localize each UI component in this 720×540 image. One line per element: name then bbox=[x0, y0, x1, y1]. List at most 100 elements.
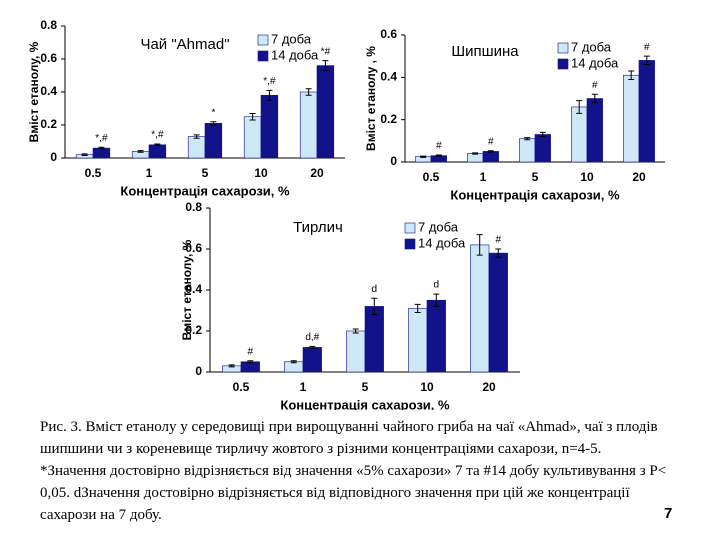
annotation: *,# bbox=[151, 130, 164, 141]
bar bbox=[187, 136, 206, 159]
annotation: # bbox=[496, 235, 502, 246]
x-tick-label: 20 bbox=[482, 380, 496, 394]
legend-label: 7 доба bbox=[271, 31, 312, 46]
error-bar bbox=[247, 360, 254, 364]
bar bbox=[470, 244, 490, 373]
bar bbox=[426, 299, 446, 373]
legend-swatch bbox=[404, 238, 416, 250]
annotation: *# bbox=[321, 46, 331, 57]
x-tick-label: 1 bbox=[146, 166, 153, 180]
bar bbox=[638, 60, 655, 163]
error-bar bbox=[414, 303, 421, 314]
error-bar bbox=[193, 134, 200, 139]
y-tick-label: 0.4 bbox=[380, 70, 397, 84]
bar bbox=[302, 347, 322, 373]
y-tick-label: 0.2 bbox=[185, 323, 202, 337]
y-tick-label: 0.8 bbox=[185, 200, 202, 214]
annotation: # bbox=[644, 42, 650, 53]
error-bar bbox=[228, 364, 235, 368]
error-bar bbox=[81, 153, 88, 157]
error-bar bbox=[98, 146, 105, 150]
error-bar bbox=[210, 121, 217, 126]
annotation: d,# bbox=[305, 332, 319, 343]
legend-swatch bbox=[404, 222, 416, 234]
x-axis-label: Концентрація сахарози, % bbox=[450, 187, 620, 202]
bar bbox=[482, 151, 499, 163]
x-axis-label: Концентрація сахарози, % bbox=[120, 183, 290, 198]
bar bbox=[316, 65, 335, 159]
bar bbox=[346, 330, 366, 373]
annotation: d bbox=[372, 284, 378, 295]
bar bbox=[260, 95, 279, 159]
error-bar bbox=[628, 70, 635, 80]
chart-title: Шипшина bbox=[451, 43, 519, 60]
x-tick-label: 10 bbox=[580, 170, 594, 184]
chart-title: Тирлич bbox=[293, 219, 343, 236]
y-tick-label: 0.6 bbox=[185, 241, 202, 255]
bar bbox=[284, 361, 304, 373]
annotation: *,# bbox=[95, 133, 108, 144]
legend-label: 14 доба bbox=[418, 235, 466, 250]
legend-swatch bbox=[257, 34, 269, 46]
caption: Рис. 3. Вміст етанолу у середовищі при в… bbox=[40, 419, 667, 523]
bar bbox=[148, 144, 167, 159]
error-bar bbox=[305, 88, 312, 96]
error-bar bbox=[433, 293, 440, 307]
y-tick-label: 0.4 bbox=[40, 84, 57, 98]
bar bbox=[467, 153, 484, 163]
x-tick-label: 0.5 bbox=[233, 380, 250, 394]
y-tick-label: 0.4 bbox=[185, 282, 202, 296]
legend-label: 7 доба bbox=[571, 39, 612, 54]
legend-swatch bbox=[557, 42, 569, 54]
error-bar bbox=[371, 297, 378, 316]
bar bbox=[408, 308, 428, 373]
error-bar bbox=[539, 131, 546, 138]
error-bar bbox=[476, 234, 483, 256]
x-tick-label: 5 bbox=[532, 170, 539, 184]
bar bbox=[204, 123, 223, 159]
error-bar bbox=[249, 112, 256, 121]
y-tick-label: 0.6 bbox=[380, 27, 397, 41]
y-axis-label: Вміст етанолу, % bbox=[180, 239, 194, 340]
error-bar bbox=[487, 150, 494, 153]
x-tick-label: 0.5 bbox=[423, 170, 440, 184]
x-tick-label: 5 bbox=[362, 380, 369, 394]
chart-title: Чай "Ahmad" bbox=[140, 36, 229, 53]
error-bar bbox=[591, 93, 598, 104]
legend-label: 7 доба bbox=[418, 219, 459, 234]
annotation: * bbox=[211, 107, 215, 118]
x-tick-label: 10 bbox=[254, 166, 268, 180]
error-bar bbox=[290, 360, 297, 364]
x-tick-label: 1 bbox=[480, 170, 487, 184]
bar bbox=[519, 138, 536, 163]
annotation: *,# bbox=[263, 76, 276, 87]
bar bbox=[534, 134, 551, 163]
bar bbox=[364, 306, 384, 373]
legend-label: 14 доба bbox=[571, 55, 619, 70]
error-bar bbox=[137, 150, 144, 153]
error-bar bbox=[495, 248, 502, 258]
y-tick-label: 0 bbox=[390, 154, 397, 168]
bar bbox=[571, 106, 588, 163]
x-tick-label: 0.5 bbox=[85, 166, 102, 180]
error-bar bbox=[576, 100, 583, 114]
page-number: 7 bbox=[664, 505, 673, 522]
error-bar bbox=[420, 155, 427, 158]
y-tick-label: 0.2 bbox=[40, 117, 57, 131]
x-tick-label: 5 bbox=[202, 166, 209, 180]
annotation: # bbox=[488, 136, 494, 147]
y-tick-label: 0.2 bbox=[380, 112, 397, 126]
bar bbox=[623, 74, 640, 163]
x-tick-label: 1 bbox=[300, 380, 307, 394]
y-tick-label: 0 bbox=[50, 150, 57, 164]
y-tick-label: 0.6 bbox=[40, 51, 57, 65]
legend-swatch bbox=[557, 58, 569, 70]
bar bbox=[488, 252, 508, 373]
error-bar bbox=[309, 345, 316, 349]
bar bbox=[240, 361, 260, 373]
y-tick-label: 0 bbox=[195, 364, 202, 378]
charts: 0 0.2 0.4 0.6 0.8 Чай "Ahmad" Концентрація сах… bbox=[27, 18, 665, 412]
legend-label: 14 доба bbox=[271, 47, 319, 62]
error-bar bbox=[524, 137, 531, 141]
error-bar bbox=[154, 143, 161, 147]
